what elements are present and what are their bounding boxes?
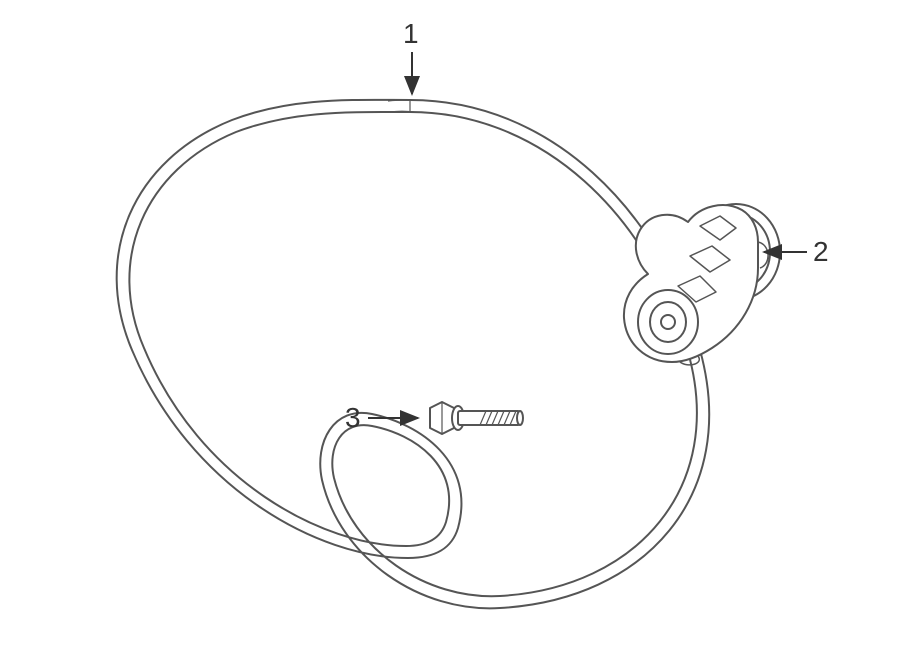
callout-label-1: 1 bbox=[403, 18, 419, 50]
serpentine-belt bbox=[117, 100, 710, 608]
belt-tensioner bbox=[624, 204, 780, 365]
tensioner-bolt bbox=[430, 402, 523, 434]
parts-diagram bbox=[0, 0, 900, 661]
callout-label-3: 3 bbox=[345, 402, 361, 434]
callout-label-2: 2 bbox=[813, 236, 829, 268]
